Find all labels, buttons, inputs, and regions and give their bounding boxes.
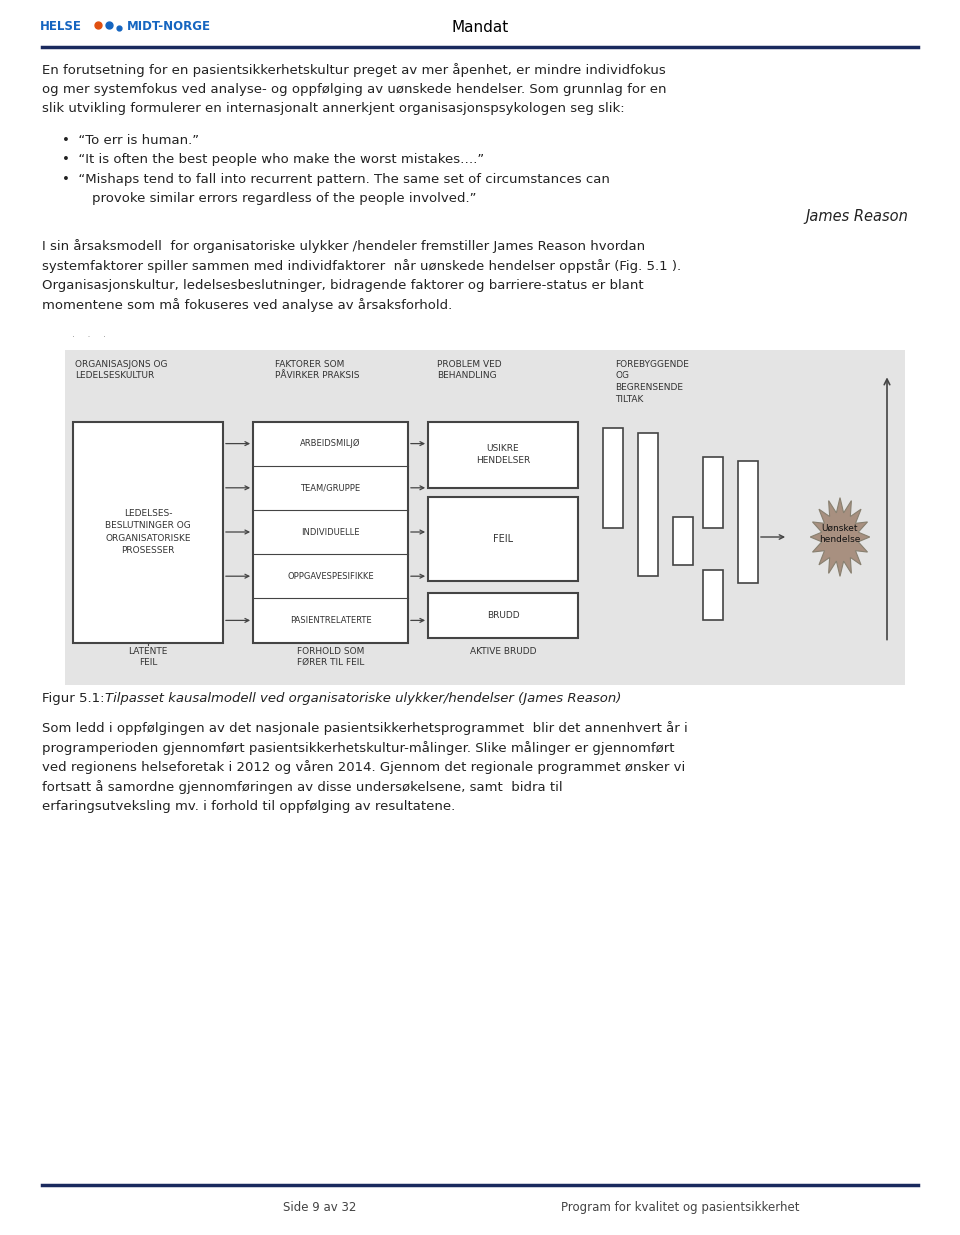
Text: Som ledd i oppfølgingen av det nasjonale pasientsikkerhetsprogrammet  blir det a: Som ledd i oppfølgingen av det nasjonale… bbox=[42, 721, 687, 736]
Text: Figur 5.1:: Figur 5.1: bbox=[42, 692, 108, 704]
Text: Uønsket
hendelse: Uønsket hendelse bbox=[819, 524, 861, 545]
Text: provoke similar errors regardless of the people involved.”: provoke similar errors regardless of the… bbox=[92, 191, 476, 205]
Text: Side 9 av 32: Side 9 av 32 bbox=[283, 1200, 357, 1214]
Text: LATENTE
FEIL: LATENTE FEIL bbox=[129, 646, 168, 667]
Text: Organisasjonskultur, ledelsesbeslutninger, bidragende faktorer og barriere-statu: Organisasjonskultur, ledelsesbeslutninge… bbox=[42, 279, 643, 291]
Text: FORHOLD SOM
FØRER TIL FEIL: FORHOLD SOM FØRER TIL FEIL bbox=[297, 646, 364, 667]
Text: MIDT-NORGE: MIDT-NORGE bbox=[127, 21, 211, 33]
Text: ARBEIDSMILJØ: ARBEIDSMILJØ bbox=[300, 438, 361, 448]
Text: James Reason: James Reason bbox=[805, 210, 908, 225]
Bar bbox=[603, 429, 623, 527]
Text: PROBLEM VED
BEHANDLING: PROBLEM VED BEHANDLING bbox=[437, 359, 502, 380]
Text: BRUDD: BRUDD bbox=[487, 611, 519, 620]
Text: USIKRE
HENDELSER: USIKRE HENDELSER bbox=[476, 445, 530, 466]
Bar bbox=[428, 496, 578, 580]
Text: LEDELSES-
BESLUTNINGER OG
ORGANISATORISKE
PROSESSER: LEDELSES- BESLUTNINGER OG ORGANISATORISK… bbox=[106, 509, 191, 556]
Text: FEIL: FEIL bbox=[492, 534, 513, 543]
Bar bbox=[428, 593, 578, 637]
Bar bbox=[673, 516, 693, 566]
Text: Mandat: Mandat bbox=[451, 20, 509, 35]
Text: systemfaktorer spiller sammen med individfaktorer  når uønskede hendelser oppstå: systemfaktorer spiller sammen med indivi… bbox=[42, 259, 682, 273]
Bar bbox=[253, 421, 408, 642]
Bar bbox=[73, 421, 223, 642]
Bar bbox=[65, 350, 905, 684]
Text: •  “It is often the best people who make the worst mistakes….”: • “It is often the best people who make … bbox=[62, 153, 484, 165]
Text: •  “Mishaps tend to fall into recurrent pattern. The same set of circumstances c: • “Mishaps tend to fall into recurrent p… bbox=[62, 173, 610, 185]
Text: PASIENTRELATERTE: PASIENTRELATERTE bbox=[290, 616, 372, 625]
Text: og mer systemfokus ved analyse- og oppfølging av uønskede hendelser. Som grunnla: og mer systemfokus ved analyse- og oppfø… bbox=[42, 83, 666, 95]
Bar bbox=[738, 462, 758, 583]
Text: programperioden gjennomført pasientsikkerhetskultur-målinger. Slike målinger er : programperioden gjennomført pasientsikke… bbox=[42, 741, 675, 755]
Text: Tilpasset kausalmodell ved organisatoriske ulykker/hendelser (James Reason): Tilpasset kausalmodell ved organisatoris… bbox=[105, 692, 621, 704]
Bar bbox=[428, 421, 578, 488]
Text: TEAM/GRUPPE: TEAM/GRUPPE bbox=[300, 483, 361, 493]
Text: OPPGAVESPESIFIKKE: OPPGAVESPESIFIKKE bbox=[287, 572, 373, 580]
Text: HELSE: HELSE bbox=[40, 21, 82, 33]
Polygon shape bbox=[810, 498, 870, 577]
Text: AKTIVE BRUDD: AKTIVE BRUDD bbox=[469, 646, 537, 656]
Text: Program for kvalitet og pasientsikkerhet: Program for kvalitet og pasientsikkerhet bbox=[561, 1200, 800, 1214]
Text: momentene som må fokuseres ved analyse av årsaksforhold.: momentene som må fokuseres ved analyse a… bbox=[42, 298, 452, 312]
Text: fortsatt å samordne gjennomføringen av disse undersøkelsene, samt  bidra til: fortsatt å samordne gjennomføringen av d… bbox=[42, 781, 563, 794]
Text: ORGANISASJONS OG
LEDELSESKULTUR: ORGANISASJONS OG LEDELSESKULTUR bbox=[75, 359, 167, 380]
Text: ·    ·    ·: · · · bbox=[72, 331, 106, 342]
Bar bbox=[638, 432, 658, 577]
Text: En forutsetning for en pasientsikkerhetskultur preget av mer åpenhet, er mindre : En forutsetning for en pasientsikkerhets… bbox=[42, 63, 665, 77]
Text: erfaringsutveksling mv. i forhold til oppfølging av resultatene.: erfaringsutveksling mv. i forhold til op… bbox=[42, 799, 455, 813]
Text: I sin årsaksmodell  for organisatoriske ulykker /hendeler fremstiller James Reas: I sin årsaksmodell for organisatoriske u… bbox=[42, 240, 645, 253]
Text: FOREBYGGENDE
OG
BEGRENSENDE
TILTAK: FOREBYGGENDE OG BEGRENSENDE TILTAK bbox=[615, 359, 689, 404]
Bar bbox=[703, 569, 723, 620]
Text: slik utvikling formulerer en internasjonalt annerkjent organisasjonspsykologen s: slik utvikling formulerer en internasjon… bbox=[42, 103, 625, 115]
Text: •  “To err is human.”: • “To err is human.” bbox=[62, 133, 199, 147]
Text: INDIVIDUELLE: INDIVIDUELLE bbox=[301, 527, 360, 536]
Text: ved regionens helseforetak i 2012 og våren 2014. Gjennom det regionale programme: ved regionens helseforetak i 2012 og vår… bbox=[42, 761, 685, 774]
Bar bbox=[703, 457, 723, 527]
Text: FAKTORER SOM
PÅVIRKER PRAKSIS: FAKTORER SOM PÅVIRKER PRAKSIS bbox=[275, 359, 359, 380]
